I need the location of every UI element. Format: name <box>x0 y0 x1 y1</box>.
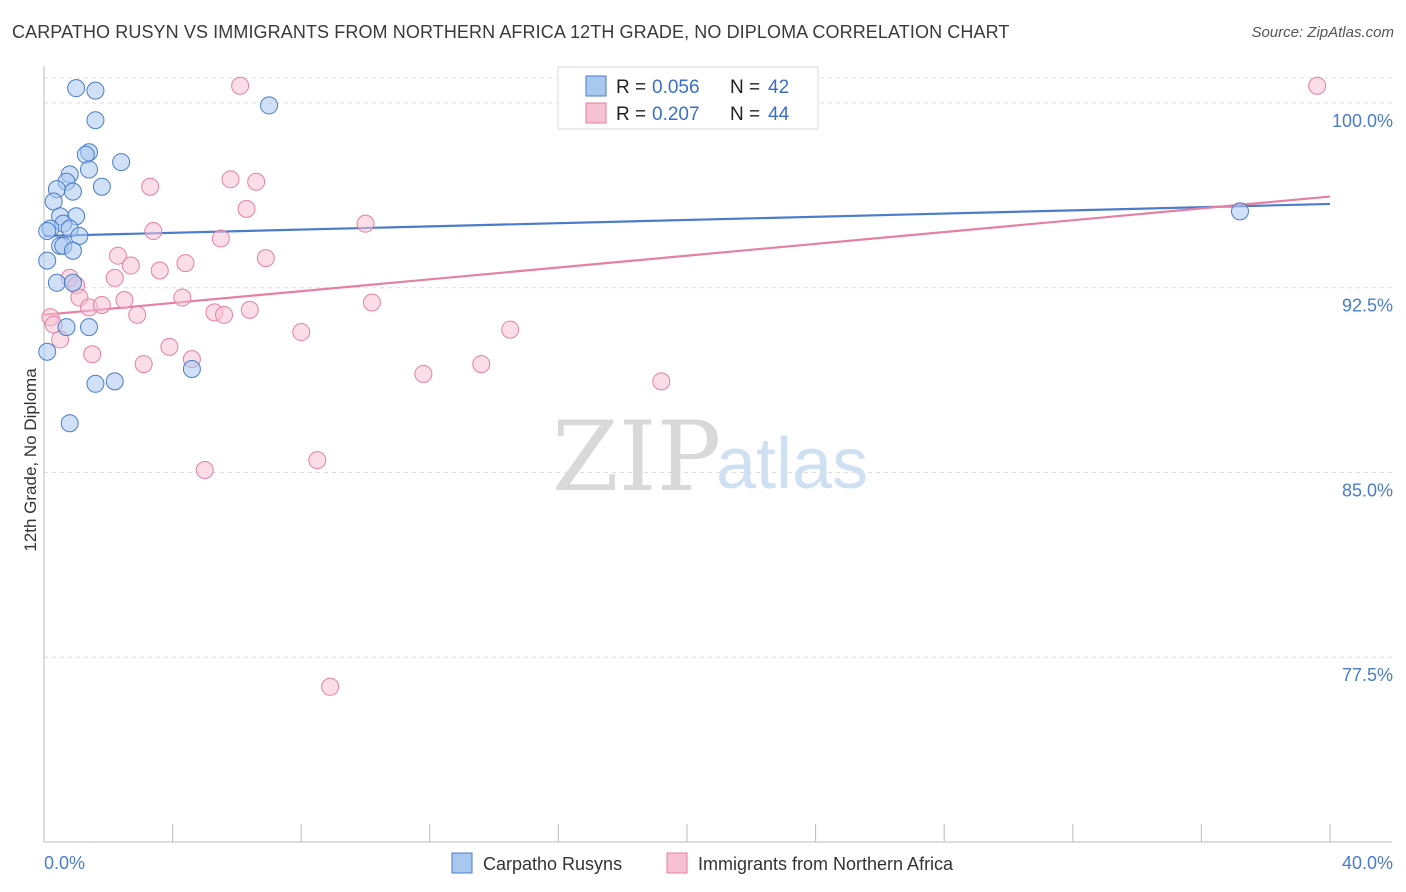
data-point-blue <box>38 342 57 361</box>
trend-lines <box>43 195 1331 316</box>
data-point-pink <box>247 172 266 191</box>
legend-swatch-pink <box>585 102 607 124</box>
data-point-blue <box>38 251 57 270</box>
legend-r-label-1: R = <box>616 77 646 98</box>
data-point-blue <box>57 318 76 337</box>
bottom-legend-swatch-blue <box>451 852 473 874</box>
data-point-pink <box>321 677 340 696</box>
data-point-pink <box>362 293 381 312</box>
data-point-pink <box>1308 76 1327 95</box>
data-point-pink <box>128 305 147 324</box>
data-point-blue <box>38 222 57 241</box>
data-point-blue <box>63 241 82 260</box>
bottom-legend-label-2: Immigrants from Northern Africa <box>698 854 954 874</box>
source-label: Source: ZipAtlas.com <box>1251 24 1394 41</box>
trend-line-blue <box>43 202 1331 238</box>
chart-title: CARPATHO RUSYN VS IMMIGRANTS FROM NORTHE… <box>12 22 1010 42</box>
data-point-pink <box>195 461 214 480</box>
data-point-pink <box>134 355 153 374</box>
data-point-blue <box>86 111 105 130</box>
data-point-pink <box>144 222 163 241</box>
legend-n-label-1: N = <box>730 77 760 98</box>
data-point-pink <box>141 177 160 196</box>
data-point-blue <box>80 318 99 337</box>
data-point-blue <box>112 153 131 172</box>
data-point-pink <box>211 229 230 248</box>
legend-n-value-2: 44 <box>768 104 790 125</box>
data-point-pink <box>472 355 491 374</box>
legend-box: R = 0.056 N = 42 R = 0.207 N = 44 <box>557 66 819 130</box>
trend-line-pink <box>43 195 1331 316</box>
data-point-pink <box>115 291 134 310</box>
data-point-blue <box>63 182 82 201</box>
data-point-blue <box>86 81 105 100</box>
data-point-pink <box>92 295 111 314</box>
data-point-blue <box>182 360 201 379</box>
data-point-blue <box>47 273 66 292</box>
bottom-legend-swatch-pink <box>666 852 688 874</box>
data-point-pink <box>160 337 179 356</box>
watermark-atlas: atlas <box>716 424 868 504</box>
y-tick-label: 100.0% <box>1332 111 1393 131</box>
data-point-pink <box>308 451 327 470</box>
x-tick-label-min: 0.0% <box>44 853 85 873</box>
y-axis-label: 12th Grade, No Diploma <box>21 368 40 552</box>
x-tick-label-max: 40.0% <box>1342 853 1393 873</box>
bottom-legend-label-1: Carpatho Rusyns <box>483 854 622 874</box>
data-point-pink <box>121 256 140 275</box>
data-point-pink <box>292 323 311 342</box>
data-point-pink <box>240 300 259 319</box>
grid-lines <box>44 77 1392 658</box>
data-point-blue <box>260 96 279 115</box>
y-tick-label: 77.5% <box>1342 665 1393 685</box>
data-point-blue <box>80 160 99 179</box>
data-point-pink <box>501 320 520 339</box>
data-point-blue <box>92 177 111 196</box>
data-point-pink <box>108 246 127 265</box>
data-point-pink <box>173 288 192 307</box>
data-point-pink <box>237 199 256 218</box>
data-point-blue <box>60 414 79 433</box>
data-point-pink <box>150 261 169 280</box>
legend-r-value-2: 0.207 <box>652 104 700 125</box>
data-point-pink <box>176 254 195 273</box>
tick-labels: 77.5% 85.0% 92.5% 100.0% 0.0% 40.0% <box>44 111 1393 873</box>
data-point-blue <box>1230 202 1249 221</box>
data-point-pink <box>231 76 250 95</box>
data-point-blue <box>105 372 124 391</box>
bottom-legend: Carpatho Rusyns Immigrants from Northern… <box>451 852 954 874</box>
data-point-pink <box>221 170 240 189</box>
legend-swatch-blue <box>585 75 607 97</box>
y-tick-label: 85.0% <box>1342 480 1393 500</box>
data-point-pink <box>83 345 102 364</box>
legend-n-label-2: N = <box>730 104 760 125</box>
legend-r-value-1: 0.056 <box>652 77 700 98</box>
data-point-blue <box>76 145 95 164</box>
data-point-blue <box>67 79 86 98</box>
watermark-zip: ZIP <box>552 401 721 513</box>
axes <box>43 66 1392 843</box>
legend-r-label-2: R = <box>616 104 646 125</box>
legend-n-value-1: 42 <box>768 77 789 98</box>
data-point-pink <box>215 305 234 324</box>
data-point-pink <box>414 364 433 383</box>
y-tick-label: 92.5% <box>1342 296 1393 316</box>
data-point-pink <box>652 372 671 391</box>
data-point-pink <box>356 214 375 233</box>
data-point-blue <box>63 273 82 292</box>
data-points <box>38 76 1327 696</box>
data-point-pink <box>256 249 275 268</box>
data-point-pink <box>105 268 124 287</box>
data-point-blue <box>86 374 105 393</box>
